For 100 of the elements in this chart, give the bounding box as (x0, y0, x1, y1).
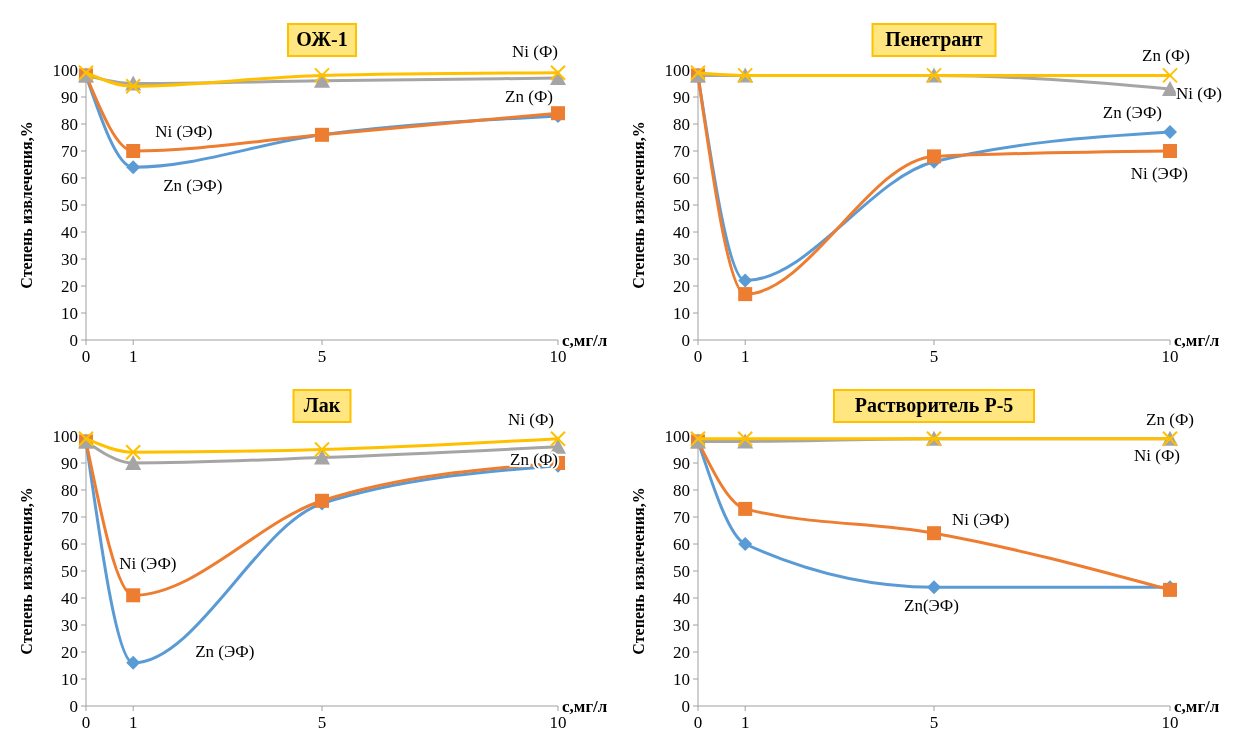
series-label: Ni (Ф) (1176, 83, 1223, 103)
chart-title: ОЖ-1 (296, 28, 348, 50)
point (927, 149, 941, 164)
y-tick-label: 70 (61, 507, 78, 527)
point (550, 64, 566, 81)
series-label: Ni (Ф) (1133, 445, 1180, 465)
series-label: Ni (Ф) (511, 41, 558, 61)
y-tick-label: 0 (69, 696, 78, 716)
series-label: Zn (Ф) (1146, 409, 1194, 429)
x-tick-label: 1 (740, 713, 750, 732)
series-label: Ni (ЭФ) (952, 510, 1010, 530)
y-tick-label: 90 (673, 453, 690, 473)
y-tick-label: 70 (673, 507, 690, 527)
point (314, 441, 330, 458)
point (126, 144, 141, 158)
y-tick-label: 20 (673, 642, 690, 662)
point (738, 273, 753, 288)
y-tick-label: 0 (681, 696, 690, 716)
y-tick-label: 40 (673, 222, 690, 242)
y-tick-label: 100 (664, 426, 690, 446)
y-tick-label: 30 (61, 615, 78, 635)
y-tick-label: 50 (61, 561, 78, 581)
y-tick-label: 20 (61, 642, 78, 662)
point (738, 287, 753, 302)
y-axis-title: Степень извлечения,% (630, 121, 647, 289)
y-tick-label: 80 (61, 480, 78, 500)
point (126, 588, 141, 603)
series-label: Ni (Ф) (507, 409, 554, 429)
x-tick-label: 0 (81, 347, 91, 366)
y-tick-label: 100 (664, 60, 690, 80)
y-tick-label: 50 (61, 195, 78, 215)
y-axis-title: Степень извлечения,% (630, 487, 647, 655)
point (314, 449, 330, 465)
y-tick-label: 100 (52, 60, 78, 80)
y-tick-label: 60 (61, 168, 78, 188)
x-tick-label: 1 (740, 347, 750, 366)
y-tick-label: 40 (61, 588, 78, 608)
y-tick-label: 60 (673, 534, 690, 554)
y-tick-label: 10 (673, 303, 690, 323)
y-axis-title: Степень извлечения,% (18, 487, 35, 655)
point (550, 430, 566, 447)
series-label: Zn (Ф) (1142, 46, 1190, 66)
y-tick-label: 30 (61, 249, 78, 269)
series-label: Ni (ЭФ) (119, 554, 177, 574)
point (1162, 80, 1178, 96)
y-tick-label: 0 (681, 330, 690, 350)
y-tick-label: 90 (673, 87, 690, 107)
point (314, 67, 330, 84)
x-tick-label: 10 (1161, 713, 1179, 732)
series-label: Ni (ЭФ) (155, 122, 213, 141)
x-tick-label: 0 (693, 713, 703, 732)
y-tick-label: 50 (673, 561, 690, 581)
point (125, 455, 142, 470)
y-tick-label: 80 (673, 114, 690, 134)
x-tick-label: 5 (929, 347, 939, 366)
y-tick-label: 90 (61, 87, 78, 107)
chart-title: Пенетрант (885, 28, 983, 51)
point (927, 526, 941, 541)
x-tick-label: 10 (549, 347, 567, 366)
y-tick-label: 100 (52, 426, 78, 446)
x-tick-label: 1 (128, 347, 138, 366)
y-tick-label: 20 (673, 276, 690, 296)
x-tick-label: 0 (81, 713, 91, 732)
y-tick-label: 30 (673, 249, 690, 269)
y-tick-label: 10 (61, 669, 78, 689)
x-tick-label: 10 (1161, 347, 1179, 366)
y-tick-label: 70 (61, 141, 78, 161)
point (927, 580, 941, 595)
x-axis-title: c,мг/л (1174, 331, 1220, 350)
point (126, 160, 141, 175)
x-tick-label: 5 (317, 347, 327, 366)
y-tick-label: 50 (673, 195, 690, 215)
series-label: Zn (ЭФ) (1102, 103, 1162, 123)
x-axis-title: c,мг/л (562, 331, 608, 350)
x-axis-title: c,мг/л (1174, 697, 1220, 716)
point (125, 78, 142, 95)
y-tick-label: 10 (61, 303, 78, 323)
point (1163, 125, 1177, 140)
x-tick-label: 5 (929, 713, 939, 732)
y-tick-label: 40 (61, 222, 78, 242)
y-tick-label: 90 (61, 453, 78, 473)
y-tick-label: 20 (61, 276, 78, 296)
point (1163, 144, 1177, 158)
y-tick-label: 70 (673, 141, 690, 161)
point (125, 444, 142, 461)
y-tick-label: 10 (673, 669, 690, 689)
series-label: Zn (ЭФ) (195, 641, 255, 661)
chart-title: Растворитель Р-5 (854, 394, 1014, 417)
point (126, 655, 141, 670)
y-tick-label: 40 (673, 588, 690, 608)
series-label: Ni (ЭФ) (1130, 164, 1188, 183)
y-axis-title: Степень извлечения,% (18, 121, 35, 289)
y-tick-label: 60 (673, 168, 690, 188)
x-tick-label: 0 (693, 347, 703, 366)
point (1162, 67, 1178, 84)
point (738, 501, 753, 516)
y-tick-label: 30 (673, 615, 690, 635)
series-label: Zn (Ф) (505, 87, 553, 107)
x-tick-label: 1 (128, 713, 138, 732)
y-tick-label: 60 (61, 534, 78, 554)
